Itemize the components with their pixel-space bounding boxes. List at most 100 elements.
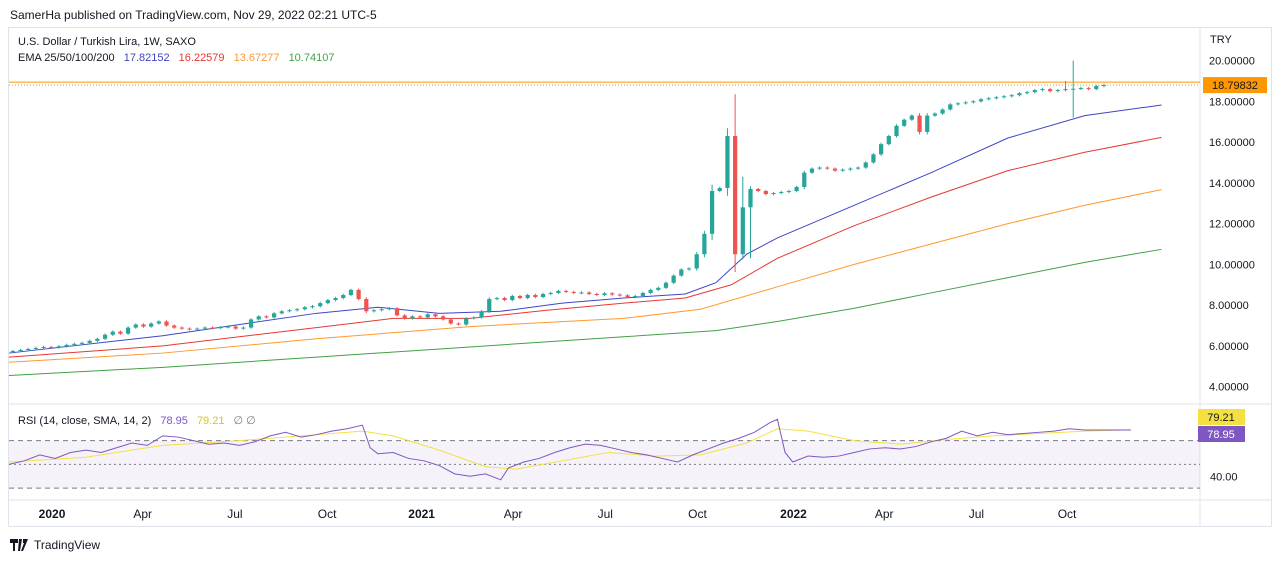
candle	[510, 294, 515, 302]
candle	[832, 167, 838, 172]
rsi-legend: RSI (14, close, SMA, 14, 2) 78.95 79.21 …	[18, 415, 256, 427]
candle-body	[994, 97, 999, 99]
candle-body	[118, 331, 123, 334]
candle	[909, 114, 914, 121]
candle-body	[125, 327, 131, 334]
candle-body	[325, 300, 330, 304]
footer-brand[interactable]: TradingView	[10, 538, 100, 552]
price-legend: U.S. Dollar / Turkish Lira, 1W, SAXO	[18, 36, 202, 48]
candle-body	[464, 318, 469, 325]
candle-body	[817, 167, 822, 169]
candle-body	[886, 135, 891, 145]
candle	[271, 312, 277, 319]
candle	[779, 190, 784, 195]
candle-body	[425, 314, 430, 318]
candle	[871, 153, 876, 164]
candle-body	[940, 109, 945, 114]
candle-body	[210, 327, 215, 329]
candle	[310, 304, 315, 309]
candle-body	[410, 316, 415, 319]
candle-body	[394, 308, 400, 316]
candle	[1040, 87, 1045, 92]
candle	[1001, 95, 1007, 99]
candle-body	[1040, 89, 1045, 91]
candle-body	[502, 298, 507, 301]
candle-body	[179, 327, 185, 329]
candle-body	[1094, 86, 1099, 90]
candle	[563, 289, 569, 294]
candle-body	[233, 326, 238, 329]
candle-body	[517, 295, 523, 299]
candle-body	[725, 135, 730, 188]
candle-body	[763, 191, 768, 195]
candle	[709, 184, 715, 241]
candle	[917, 113, 922, 135]
candle-body	[364, 299, 369, 312]
candle-body	[102, 334, 108, 339]
candle-body	[702, 233, 707, 255]
candle-body	[771, 193, 776, 195]
candle-body	[110, 331, 115, 335]
ema-line-3	[8, 248, 1162, 376]
candle	[556, 289, 561, 295]
candle-body	[218, 327, 223, 329]
candle	[341, 293, 346, 300]
candle	[87, 339, 92, 345]
candle	[1063, 80, 1068, 92]
ema100-value: 13.67277	[233, 52, 280, 64]
candle	[125, 326, 131, 335]
candle-body	[610, 293, 615, 295]
candle	[763, 189, 768, 196]
candle	[548, 291, 553, 296]
candle-body	[840, 169, 845, 171]
candle-body	[879, 144, 884, 155]
candle	[702, 230, 707, 258]
candle-body	[41, 346, 46, 348]
candle	[18, 348, 23, 353]
candle	[1071, 60, 1076, 118]
candle	[402, 314, 407, 320]
candle-body	[1009, 95, 1014, 97]
candle	[1094, 84, 1099, 91]
tradingview-logo-icon	[10, 539, 28, 551]
candle-body	[640, 292, 646, 296]
candle-body	[356, 289, 361, 300]
candle	[79, 341, 85, 346]
candle-body	[18, 350, 23, 352]
candle	[1024, 90, 1030, 95]
candle-body	[1024, 92, 1030, 94]
price-tick-label: 6.00000	[1209, 341, 1249, 353]
candle	[825, 166, 830, 170]
ema-legend-prefix: EMA 25/50/100/200	[18, 52, 115, 64]
candle-body	[925, 115, 930, 132]
candle	[579, 291, 584, 295]
candle-body	[679, 269, 684, 276]
candle	[971, 100, 976, 104]
candle	[264, 315, 269, 319]
candle-body	[348, 289, 354, 295]
rsi-badge	[1198, 426, 1245, 442]
candle	[587, 291, 592, 296]
price-tick-label: 14.00000	[1209, 178, 1255, 190]
time-tick-label: Oct	[318, 507, 337, 521]
candle-body	[717, 187, 722, 192]
candle-body	[64, 344, 69, 347]
candle-body	[156, 321, 161, 324]
candle	[932, 112, 938, 117]
candle	[733, 94, 738, 272]
candle	[640, 291, 646, 298]
candle	[433, 313, 438, 318]
candle-body	[448, 319, 453, 324]
candle-body	[479, 311, 484, 318]
ema-line-2	[8, 189, 1162, 363]
candle-body	[79, 342, 85, 344]
candle-body	[594, 293, 599, 295]
candle	[287, 309, 292, 313]
candle	[10, 349, 15, 354]
candle	[802, 170, 807, 190]
candle-body	[978, 99, 984, 102]
time-tick-label: Jul	[598, 507, 613, 521]
candle-body	[694, 254, 699, 269]
candle	[525, 293, 530, 300]
